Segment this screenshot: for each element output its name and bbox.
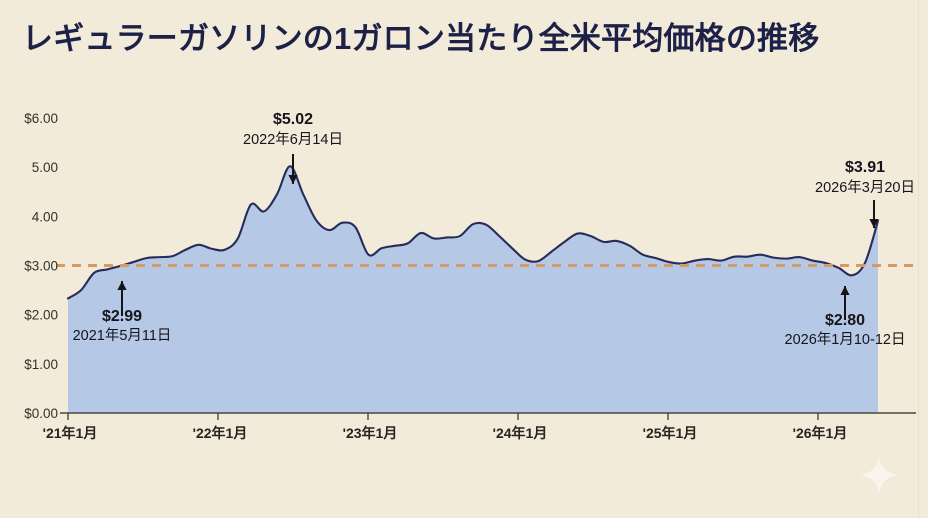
y-tick-label: $2.00 — [24, 308, 58, 323]
chart-container: $6.00 5.00 4.00 $3.00 $2.00 $1.00 $0.00 '21年1月… — [0, 88, 928, 448]
annotation-2022-peak: $5.02 2022年6月14日 — [243, 111, 343, 184]
y-tick-label: $0.00 — [24, 406, 58, 421]
y-axis-labels: $6.00 5.00 4.00 $3.00 $2.00 $1.00 $0.00 — [24, 111, 58, 421]
annotation-arrow-head — [869, 219, 879, 228]
annotation-date: 2021年5月11日 — [73, 327, 172, 344]
x-axis — [60, 412, 916, 420]
area-fill — [68, 166, 878, 413]
annotation-date: 2026年3月20日 — [815, 179, 915, 196]
annotation-value: $3.91 — [845, 159, 885, 176]
chart-plot-area — [66, 165, 880, 413]
annotation-arrow-head — [840, 286, 850, 295]
x-tick-label: '21年1月 — [43, 425, 98, 441]
x-tick-label: '24年1月 — [493, 425, 548, 441]
page-edge-divider — [918, 0, 919, 518]
annotation-2026-latest: $3.91 2026年3月20日 — [815, 159, 915, 228]
sparkle-icon — [859, 455, 899, 495]
y-tick-label: $6.00 — [24, 111, 58, 126]
annotation-value: $5.02 — [273, 111, 313, 128]
x-axis-labels: '21年1月 '22年1月 '23年1月 '24年1月 '25年1月 '26年1月 — [43, 425, 848, 441]
annotation-date: 2026年1月10-12日 — [785, 331, 906, 348]
annotation-2026-low: $2.80 2026年1月10-12日 — [785, 286, 906, 348]
y-tick-label: 5.00 — [32, 160, 58, 175]
chart-annotations: $2.99 2021年5月11日 $5.02 2022年6月14日 $2.80 2026年… — [73, 111, 915, 348]
gas-price-area-chart: $6.00 5.00 4.00 $3.00 $2.00 $1.00 $0.00 '21年1月… — [24, 111, 916, 441]
annotation-value: $2.99 — [102, 308, 142, 325]
y-tick-label: $1.00 — [24, 357, 58, 372]
annotation-value: $2.80 — [825, 312, 865, 329]
x-tick-label: '23年1月 — [343, 425, 398, 441]
y-tick-label: 4.00 — [32, 209, 58, 224]
x-tick-label: '25年1月 — [643, 425, 698, 441]
annotation-arrow-head — [288, 175, 298, 184]
annotation-arrow-head — [117, 281, 127, 290]
page-title: レギュラーガソリンの1ガロン当たり全米平均価格の推移 — [22, 21, 820, 56]
x-tick-label: '26年1月 — [793, 425, 848, 441]
y-tick-label: $3.00 — [24, 259, 58, 274]
price-line — [66, 165, 880, 300]
x-tick-label: '22年1月 — [193, 425, 248, 441]
annotation-date: 2022年6月14日 — [243, 131, 343, 148]
annotation-2021-low: $2.99 2021年5月11日 — [73, 281, 172, 344]
